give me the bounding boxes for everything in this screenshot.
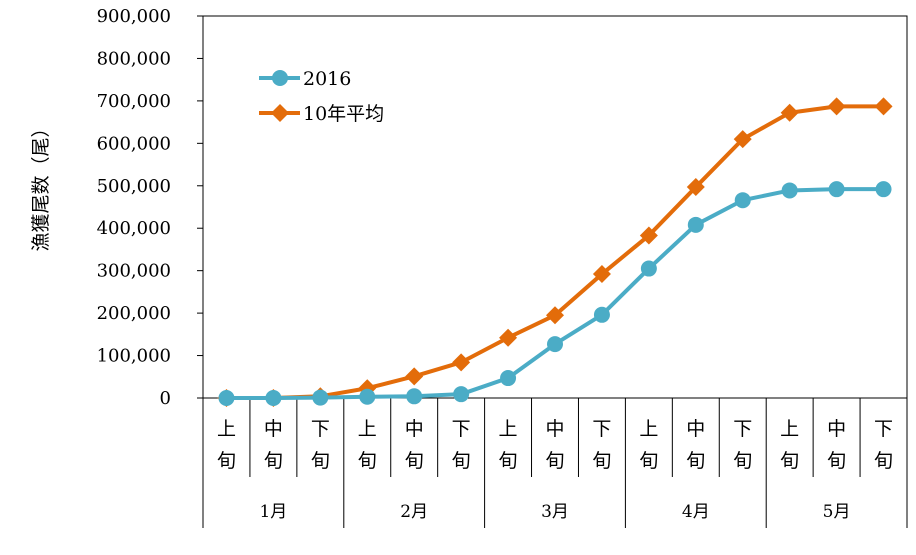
x-tick-label-bottom: 旬 — [452, 450, 471, 472]
x-tick-label-top: 上 — [499, 418, 518, 440]
series-lines — [217, 97, 893, 407]
x-tick-label-top: 上 — [358, 418, 377, 440]
data-point-avg — [733, 130, 752, 149]
legend-marker-avg — [271, 104, 289, 122]
x-tick-label-top: 下 — [311, 418, 330, 440]
data-point-avg — [452, 353, 471, 372]
x-tick-label-top: 下 — [733, 418, 752, 440]
x-tick-label-bottom: 旬 — [545, 450, 564, 472]
x-tick-label-top: 上 — [780, 418, 799, 440]
y-axis-label: 漁獲尾数（尾） — [30, 118, 52, 251]
x-tick-label-bottom: 旬 — [499, 450, 518, 472]
x-tick-label-bottom: 旬 — [311, 450, 330, 472]
data-point-2016 — [453, 386, 470, 403]
legend-marker-2016 — [272, 70, 288, 86]
data-point-2016 — [593, 306, 610, 323]
data-point-2016 — [875, 181, 892, 198]
x-tick-label-bottom: 旬 — [733, 450, 752, 472]
data-point-2016 — [687, 216, 704, 233]
x-tick-label-top: 上 — [217, 418, 236, 440]
x-tick-label-bottom: 旬 — [686, 450, 705, 472]
x-tick-label-bottom: 旬 — [405, 450, 424, 472]
x-tick-label-bottom: 旬 — [217, 450, 236, 472]
month-label: 5月 — [823, 502, 851, 522]
data-point-2016 — [265, 390, 282, 406]
series-line-avg — [224, 104, 886, 400]
x-tick-label-bottom: 旬 — [264, 450, 283, 472]
data-point-2016 — [547, 336, 563, 353]
plot-area — [202, 15, 908, 399]
data-point-2016 — [500, 370, 517, 387]
legend: 2016 10年平均 — [259, 68, 384, 125]
y-tick-label: 0 — [160, 388, 171, 409]
x-tick-label-bottom: 旬 — [780, 450, 799, 472]
y-tick-label: 300,000 — [97, 261, 171, 282]
data-point-avg — [874, 97, 893, 116]
data-point-2016 — [406, 388, 423, 405]
data-point-avg — [780, 103, 799, 122]
x-tick-label-top: 中 — [405, 418, 424, 440]
month-label: 2月 — [400, 502, 428, 522]
data-point-avg — [592, 265, 611, 284]
data-point-avg — [686, 178, 705, 197]
x-tick-label-top: 中 — [827, 418, 846, 440]
data-point-avg — [405, 367, 424, 386]
y-tick-label: 100,000 — [97, 346, 171, 367]
month-label: 4月 — [682, 502, 710, 522]
data-point-2016 — [734, 192, 751, 209]
x-tick-label-top: 下 — [874, 418, 893, 440]
data-point-2016 — [640, 260, 657, 277]
x-tick-label-top: 上 — [639, 418, 658, 440]
x-tick-label-bottom: 旬 — [358, 450, 377, 472]
data-point-2016 — [828, 181, 845, 198]
x-tick-label-bottom: 旬 — [874, 450, 893, 472]
data-point-2016 — [218, 390, 235, 406]
data-point-2016 — [359, 388, 376, 405]
y-tick-label: 200,000 — [97, 303, 171, 324]
x-tick-label-top: 下 — [592, 418, 611, 440]
x-tick-label-top: 中 — [264, 418, 283, 440]
y-tick-label: 500,000 — [97, 176, 171, 197]
legend-label-2016: 2016 — [303, 68, 351, 90]
data-point-avg — [827, 97, 846, 116]
x-tick-label-bottom: 旬 — [827, 450, 846, 472]
y-axis-ticks: 0 100,000 200,000 300,000 400,000 500,000 600,… — [97, 6, 203, 409]
series-line-2016 — [224, 187, 886, 400]
data-point-avg — [546, 306, 564, 325]
x-tick-label-bottom: 旬 — [639, 450, 658, 472]
x-tick-label-bottom: 旬 — [592, 450, 611, 472]
month-label: 3月 — [541, 502, 569, 522]
x-tick-label-top: 下 — [452, 418, 471, 440]
y-tick-label: 400,000 — [97, 218, 171, 239]
data-point-avg — [499, 328, 518, 347]
y-tick-label: 600,000 — [97, 133, 171, 154]
x-tick-label-top: 中 — [686, 418, 705, 440]
data-point-avg — [639, 226, 658, 245]
data-point-2016 — [312, 389, 329, 406]
y-tick-label: 900,000 — [97, 6, 171, 27]
data-point-2016 — [781, 182, 798, 199]
month-label: 1月 — [259, 502, 287, 522]
y-tick-label: 800,000 — [97, 48, 171, 69]
y-tick-label: 700,000 — [97, 91, 171, 112]
legend-label-avg: 10年平均 — [303, 103, 384, 125]
x-tick-label-top: 中 — [545, 418, 564, 440]
